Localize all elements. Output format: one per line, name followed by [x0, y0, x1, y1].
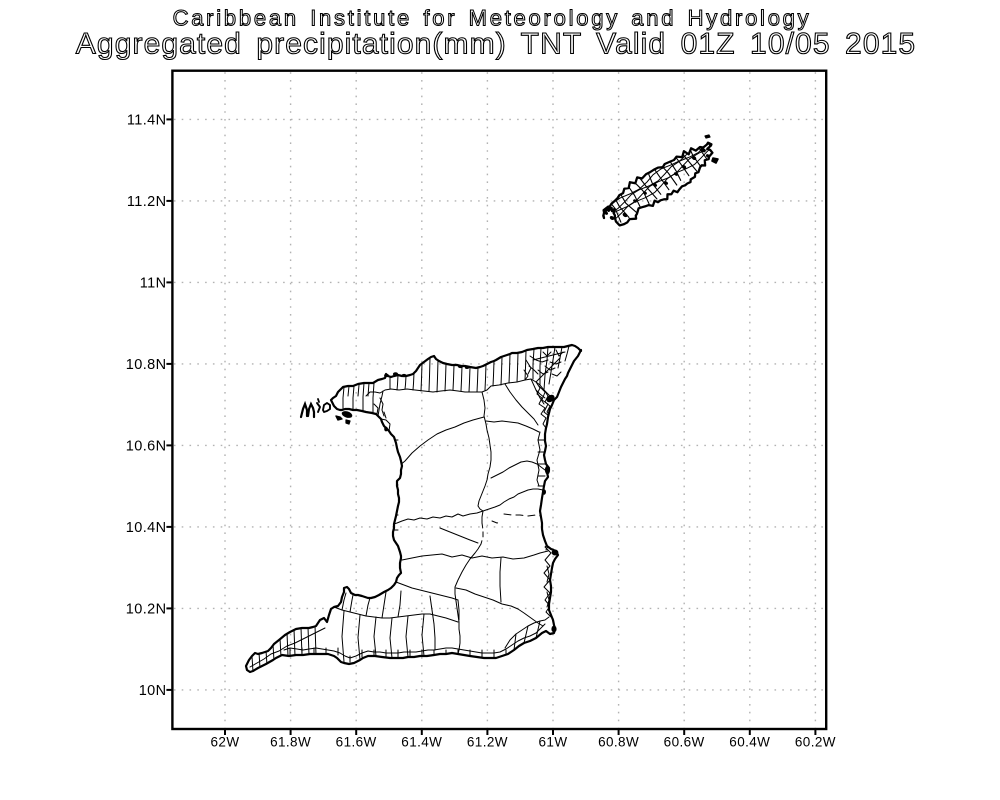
svg-text:10.6N: 10.6N: [126, 439, 167, 455]
svg-text:11N: 11N: [140, 276, 167, 292]
svg-text:60.6W: 60.6W: [664, 735, 705, 750]
svg-text:61W: 61W: [539, 735, 568, 750]
svg-text:10.8N: 10.8N: [126, 357, 167, 373]
svg-text:61.8W: 61.8W: [270, 735, 311, 750]
svg-text:Aggregated precipitation(mm) T: Aggregated precipitation(mm) TNT Valid 0…: [76, 28, 916, 61]
svg-text:11.4N: 11.4N: [127, 113, 167, 129]
svg-text:10N: 10N: [139, 683, 167, 699]
svg-text:60.2W: 60.2W: [795, 735, 836, 750]
svg-text:61.4W: 61.4W: [401, 735, 442, 750]
svg-text:Caribbean Institute for Meteor: Caribbean Institute for Meteorology and …: [173, 6, 812, 31]
svg-text:10.2N: 10.2N: [126, 602, 167, 618]
svg-text:61.6W: 61.6W: [336, 735, 377, 750]
svg-text:61.2W: 61.2W: [467, 735, 508, 750]
svg-text:60.4W: 60.4W: [729, 735, 770, 750]
svg-text:62W: 62W: [211, 735, 240, 750]
svg-text:60.8W: 60.8W: [598, 735, 639, 750]
svg-text:11.2N: 11.2N: [127, 194, 167, 210]
svg-text:10.4N: 10.4N: [126, 520, 167, 536]
